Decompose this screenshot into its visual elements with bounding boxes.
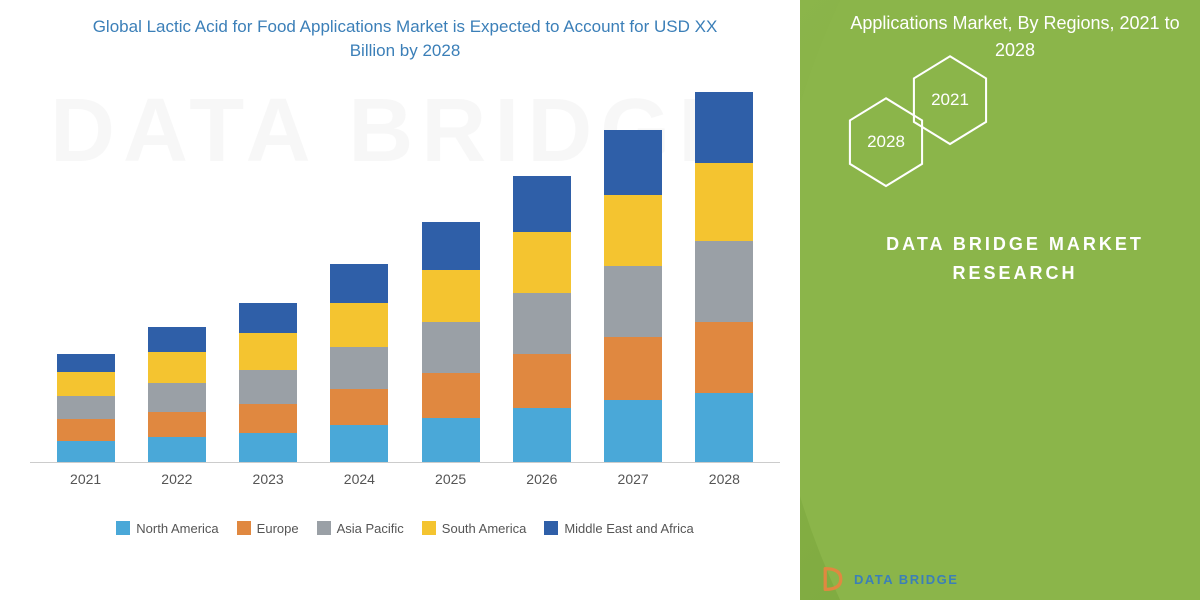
bar-segment	[695, 393, 753, 462]
legend: North America Europe Asia Pacific South Ame…	[30, 521, 780, 536]
bar-group	[40, 93, 131, 462]
bar-segment	[604, 130, 662, 195]
bar-segment	[148, 437, 206, 462]
right-panel: Applications Market, By Regions, 2021 to…	[800, 0, 1200, 600]
bar-group	[223, 93, 314, 462]
bar-segment	[148, 412, 206, 437]
bar-group	[588, 93, 679, 462]
legend-swatch	[237, 521, 251, 535]
bar-stack	[330, 264, 388, 461]
bar-segment	[148, 327, 206, 352]
bar-segment	[422, 373, 480, 417]
legend-item: South America	[422, 521, 527, 536]
legend-swatch	[544, 521, 558, 535]
bar-segment	[148, 383, 206, 412]
chart-title: Global Lactic Acid for Food Applications…	[30, 15, 780, 63]
legend-label: Middle East and Africa	[564, 521, 693, 536]
bar-segment	[57, 441, 115, 462]
bar-segment	[695, 163, 753, 242]
bar-segment	[604, 195, 662, 266]
bar-segment	[239, 433, 297, 462]
x-label: 2024	[314, 471, 405, 487]
hexagon-group: 2028 2021	[845, 95, 991, 189]
bar-segment	[330, 389, 388, 425]
bar-stack	[57, 354, 115, 461]
bar-segment	[513, 293, 571, 354]
hexagon-icon	[909, 53, 991, 147]
bar-stack	[148, 327, 206, 461]
legend-label: North America	[136, 521, 218, 536]
curve-bg-icon	[800, 0, 1200, 600]
legend-label: South America	[442, 521, 527, 536]
bar-segment	[695, 241, 753, 322]
bar-segment	[513, 232, 571, 293]
x-label: 2027	[588, 471, 679, 487]
legend-item: North America	[116, 521, 218, 536]
legend-swatch	[422, 521, 436, 535]
chart-area: 20212022202320242025202620272028	[30, 93, 780, 503]
bar-segment	[148, 352, 206, 383]
chart-panel: Global Lactic Acid for Food Applications…	[0, 0, 800, 600]
bar-segment	[330, 303, 388, 347]
bar-stack	[513, 176, 571, 462]
bar-segment	[695, 322, 753, 393]
bar-group	[314, 93, 405, 462]
bar-group	[679, 93, 770, 462]
bar-stack	[239, 303, 297, 462]
x-label: 2026	[496, 471, 587, 487]
x-label: 2022	[131, 471, 222, 487]
bar-segment	[422, 270, 480, 322]
right-panel-title: Applications Market, By Regions, 2021 to…	[850, 10, 1180, 64]
main-container: Global Lactic Acid for Food Applications…	[0, 0, 1200, 600]
bar-segment	[695, 92, 753, 163]
bar-segment	[604, 400, 662, 461]
bar-segment	[330, 264, 388, 302]
bar-segment	[330, 425, 388, 461]
bar-segment	[422, 418, 480, 462]
brand-line-2: RESEARCH	[860, 259, 1170, 288]
x-label: 2023	[223, 471, 314, 487]
bar-stack	[695, 92, 753, 462]
legend-label: Asia Pacific	[337, 521, 404, 536]
bar-segment	[57, 419, 115, 440]
bar-stack	[604, 130, 662, 462]
bar-segment	[239, 303, 297, 334]
bar-segment	[604, 266, 662, 337]
databridge-logo-icon	[820, 566, 846, 592]
bar-segment	[422, 222, 480, 270]
brand-line-1: DATA BRIDGE MARKET	[860, 230, 1170, 259]
bar-segment	[239, 370, 297, 405]
bar-segment	[239, 404, 297, 433]
legend-item: Asia Pacific	[317, 521, 404, 536]
bar-segment	[57, 372, 115, 397]
legend-label: Europe	[257, 521, 299, 536]
legend-swatch	[116, 521, 130, 535]
x-label: 2025	[405, 471, 496, 487]
bar-segment	[57, 396, 115, 419]
bar-group	[131, 93, 222, 462]
x-label: 2028	[679, 471, 770, 487]
bar-segment	[513, 176, 571, 232]
footer-logo: DATA BRIDGE	[820, 566, 958, 592]
legend-item: Middle East and Africa	[544, 521, 693, 536]
bar-segment	[422, 322, 480, 374]
bar-segment	[57, 354, 115, 371]
right-panel-bg	[800, 0, 1200, 600]
x-label: 2021	[40, 471, 131, 487]
bars-container	[30, 93, 780, 463]
footer-logo-text: DATA BRIDGE	[854, 572, 958, 587]
legend-swatch	[317, 521, 331, 535]
brand-text: DATA BRIDGE MARKET RESEARCH	[860, 230, 1170, 288]
bar-group	[405, 93, 496, 462]
bar-group	[496, 93, 587, 462]
bar-segment	[513, 408, 571, 462]
bar-segment	[604, 337, 662, 400]
legend-item: Europe	[237, 521, 299, 536]
bar-segment	[330, 347, 388, 389]
bar-stack	[422, 222, 480, 462]
bar-segment	[513, 354, 571, 408]
hexagon-2021: 2021	[909, 53, 991, 147]
x-axis-labels: 20212022202320242025202620272028	[30, 463, 780, 487]
bar-segment	[239, 333, 297, 369]
